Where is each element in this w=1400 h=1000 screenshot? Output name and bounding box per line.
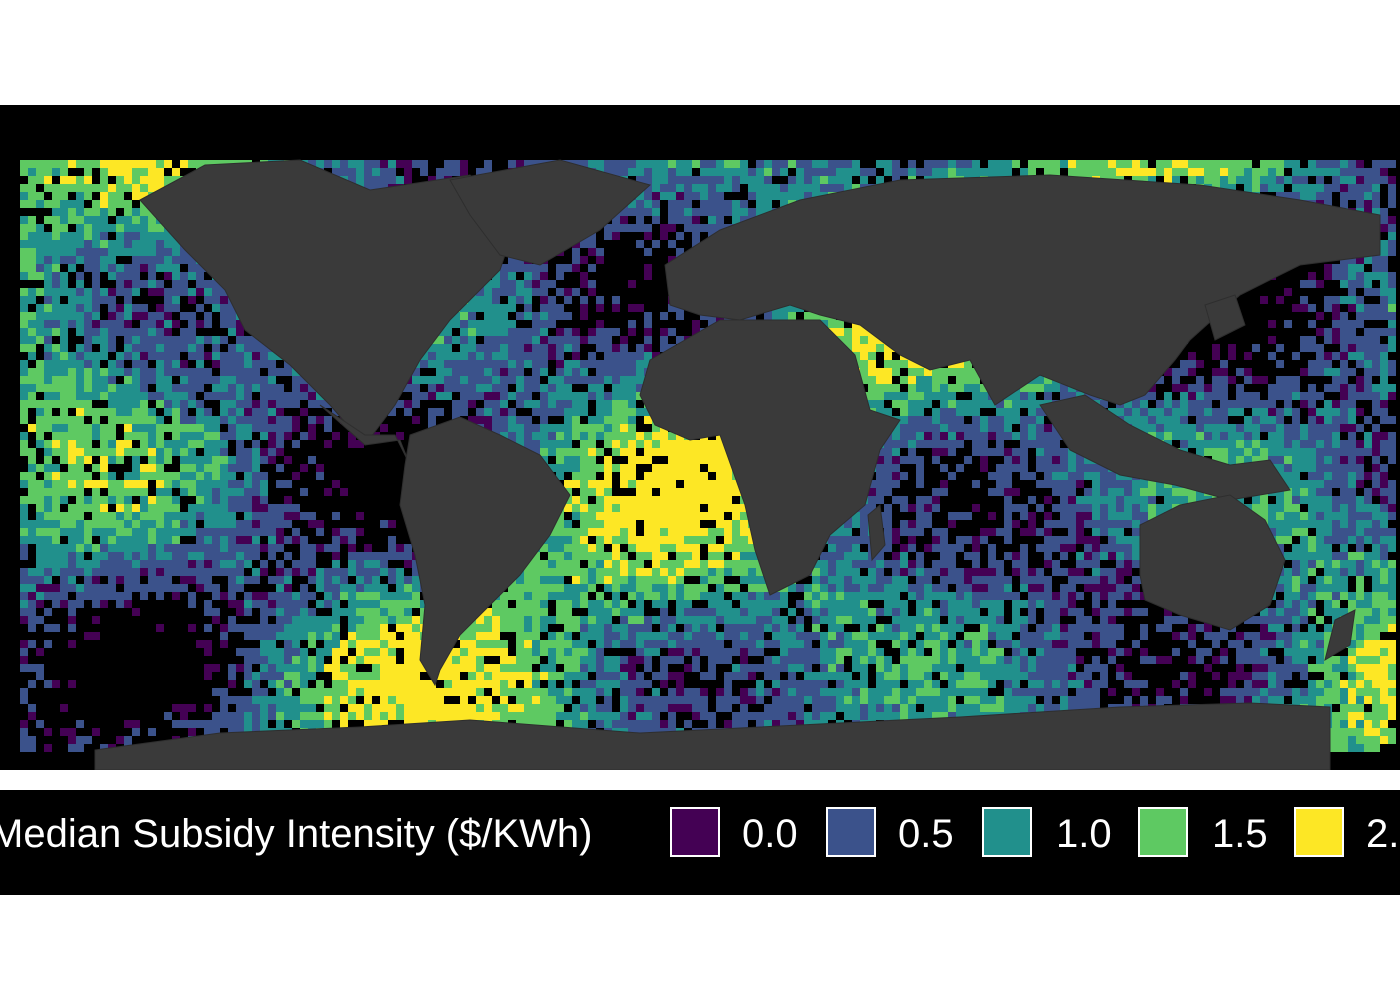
land-north-america: [139, 159, 516, 446]
land-antarctica: [94, 702, 1331, 770]
land-south-america: [399, 416, 571, 687]
land-madagascar: [867, 504, 886, 562]
legend-label-0: 0.0: [742, 812, 798, 856]
legend-label-3: 1.5: [1212, 812, 1268, 856]
land-japan: [1204, 294, 1246, 341]
land-australia: [1139, 494, 1286, 631]
land-new-zealand: [1324, 609, 1356, 662]
legend: Median Subsidy Intensity ($/KWh) 0.0 0.5…: [0, 790, 1400, 895]
legend-title: Median Subsidy Intensity ($/KWh): [0, 812, 593, 856]
legend-label-4: 2.: [1366, 812, 1400, 856]
legend-swatch-2: [982, 807, 1032, 857]
land-africa: [639, 319, 901, 596]
legend-swatch-1: [826, 807, 876, 857]
legend-label-2: 1.0: [1056, 812, 1112, 856]
legend-swatch-3: [1138, 807, 1188, 857]
land-greenland: [449, 159, 652, 266]
land-masses: [94, 159, 1381, 770]
world-map: [20, 159, 1396, 770]
legend-swatch-4: [1294, 807, 1344, 857]
legend-swatch-0: [670, 807, 720, 857]
land-eurasia: [664, 174, 1381, 406]
map-panel: [0, 105, 1400, 770]
legend-label-1: 0.5: [898, 812, 954, 856]
land-southeast-asia-islands: [1039, 394, 1291, 501]
